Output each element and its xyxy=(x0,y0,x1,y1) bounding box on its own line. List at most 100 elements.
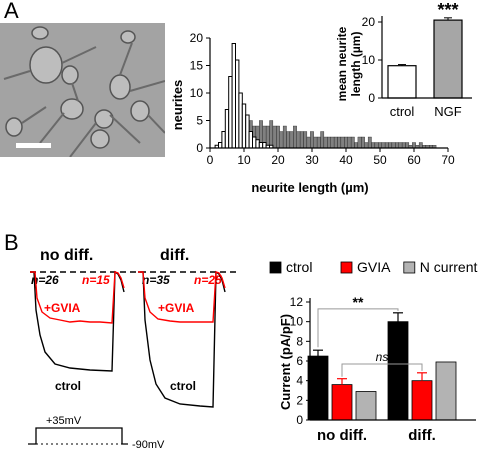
significance-label: ** xyxy=(353,294,364,310)
histogram-x-tick-label: 10 xyxy=(237,153,251,167)
neurite-length-histogram: 0 10 20 30 40 50 60 70 0 5 10 15 20 neurites neurite… xyxy=(170,31,455,195)
histogram-bar xyxy=(218,142,223,149)
histogram-bar xyxy=(252,136,257,149)
histogram-x-tick-label: 20 xyxy=(271,153,285,167)
histogram-bar xyxy=(282,125,287,149)
inset-category-label: ctrol xyxy=(390,104,415,119)
gvia-label-diff: +GVIA xyxy=(158,301,195,315)
inset-plot: ctrol NGF 0 10 20 *** xyxy=(362,0,472,119)
histogram-bar xyxy=(272,125,277,149)
inset-significance: *** xyxy=(437,0,458,20)
inset-ylabel-line2: length (µm) xyxy=(349,32,363,97)
histogram-bar xyxy=(333,136,338,149)
current-y-tick-label: 6 xyxy=(296,354,303,368)
current-ylabel: Current (pA/pF) xyxy=(278,314,293,410)
current-bar xyxy=(435,361,457,421)
histogram-bar xyxy=(381,142,386,149)
n-diff-ctrl: n=35 xyxy=(142,273,170,287)
histogram-x-tick-label: 30 xyxy=(305,153,319,167)
histogram-bar xyxy=(296,131,301,149)
histogram-bar xyxy=(279,131,284,149)
histogram-bar xyxy=(248,131,253,149)
histogram-bar xyxy=(293,125,297,149)
current-bar xyxy=(387,321,409,421)
histogram-bar xyxy=(327,136,331,149)
histogram-bar xyxy=(330,136,335,149)
ctrol-label-nodiff: ctrol xyxy=(55,379,81,393)
inset-y-tick-label: 20 xyxy=(362,15,376,29)
histogram-x-tick-label: 50 xyxy=(373,153,387,167)
histogram-bar xyxy=(367,136,372,149)
histogram-bar xyxy=(231,43,236,149)
histogram-bar xyxy=(224,109,230,149)
histogram-bar xyxy=(269,120,274,149)
legend-label: N current xyxy=(420,259,478,275)
histogram-bar xyxy=(374,142,379,149)
legend-swatch xyxy=(269,261,282,274)
current-bar xyxy=(355,391,377,421)
histogram-bar xyxy=(258,142,264,149)
ctrol-label-diff: ctrol xyxy=(170,379,196,393)
histogram-bar xyxy=(262,142,267,149)
histogram-bar xyxy=(364,142,369,149)
histogram-y-tick-label: 5 xyxy=(196,114,203,128)
histogram-bar xyxy=(286,131,291,149)
histogram-bar xyxy=(344,136,348,149)
histogram-x-tick-label: 70 xyxy=(441,153,455,167)
histogram-ylabel: neurites xyxy=(170,80,185,131)
histogram-bar xyxy=(361,136,365,149)
micrograph-cells xyxy=(0,23,165,157)
histogram-bar xyxy=(241,103,247,149)
legend-label: ctrol xyxy=(286,259,312,275)
current-density-chart: ctrol GVIA N current 0 2 4 6 8 10 12 no diff. diff… xyxy=(269,259,478,444)
current-y-tick-label: 12 xyxy=(290,295,304,309)
histogram-bar xyxy=(395,142,399,149)
histogram-bar xyxy=(391,142,396,149)
histogram-y-tick-label: 0 xyxy=(196,141,203,155)
ns-label: ns xyxy=(376,350,389,364)
legend-label: GVIA xyxy=(357,259,391,275)
current-traces: no diff. diff. n=26 n=15 n=35 n=25 +GVIA… xyxy=(28,247,238,449)
legend-swatch xyxy=(340,261,353,274)
histogram-bar xyxy=(245,114,250,149)
significance-bracket xyxy=(317,308,399,348)
trace-title-no-diff: no diff. xyxy=(40,247,93,264)
histogram-bar xyxy=(255,139,260,149)
histogram-bar xyxy=(303,131,308,149)
inset-ylabel-line1: mean neurite xyxy=(335,26,349,101)
histogram-y-tick-label: 20 xyxy=(190,31,204,45)
micrograph-image xyxy=(0,23,165,157)
histogram-bar xyxy=(299,131,304,149)
histogram-bar xyxy=(412,142,416,149)
histogram-axes: 0 10 20 30 40 50 60 70 0 5 10 15 20 xyxy=(190,31,455,167)
voltage-step-protocol xyxy=(28,427,128,445)
current-y-tick-label: 10 xyxy=(290,315,304,329)
mean-neurite-length-chart: ctrol NGF 0 10 20 *** mean neurite length (µm… xyxy=(335,0,472,119)
histogram-x-tick-label: 60 xyxy=(407,153,421,167)
histogram-bar xyxy=(388,142,393,149)
current-legend: ctrol GVIA N current xyxy=(269,259,478,275)
histogram-bar xyxy=(354,142,359,149)
holding-label: -90mV xyxy=(132,439,165,449)
inset-bar-ctrol xyxy=(387,65,417,99)
histogram-bar xyxy=(347,136,352,149)
n-diff-gvia: n=25 xyxy=(194,273,222,287)
histogram-bar xyxy=(316,136,321,149)
ns-bracket xyxy=(341,363,423,377)
legend-swatch xyxy=(403,261,416,274)
histogram-bar xyxy=(405,142,410,149)
histogram-xlabel: neurite length (µm) xyxy=(251,180,368,195)
histogram-bar xyxy=(289,131,294,149)
histogram-bar xyxy=(398,142,403,149)
current-bar xyxy=(307,355,329,421)
pulse-label: +35mV xyxy=(46,415,82,427)
trace-nodiff-gvia xyxy=(30,271,125,324)
histogram-bar xyxy=(401,142,406,149)
histogram-bar xyxy=(306,136,311,149)
trace-diff-gvia xyxy=(138,271,226,323)
scale-bar xyxy=(16,143,51,148)
histogram-y-tick-label: 15 xyxy=(190,59,204,73)
current-y-tick-label: 4 xyxy=(296,374,303,388)
current-group-label: no diff. xyxy=(317,427,367,444)
histogram-bar xyxy=(323,136,328,149)
